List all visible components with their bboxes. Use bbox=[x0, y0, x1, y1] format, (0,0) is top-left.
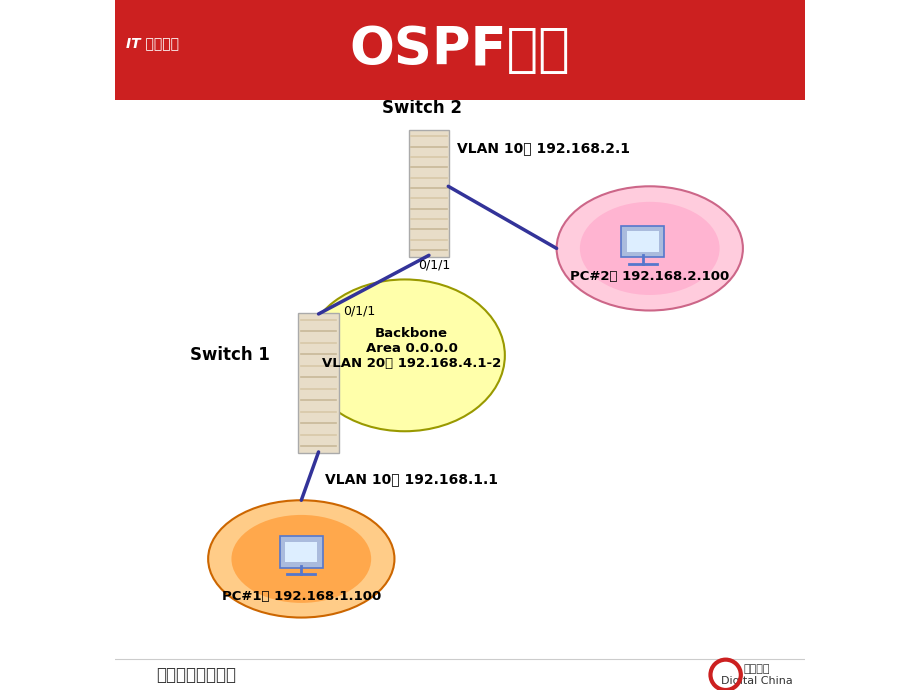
Text: Backbone
Area 0.0.0.0
VLAN 20： 192.168.4.1-2: Backbone Area 0.0.0.0 VLAN 20： 192.168.4… bbox=[322, 327, 501, 370]
Text: 0/1/1: 0/1/1 bbox=[418, 259, 450, 272]
FancyBboxPatch shape bbox=[279, 536, 323, 568]
Text: IT 服务中国: IT 服务中国 bbox=[126, 36, 179, 50]
Text: PC#1： 192.168.1.100: PC#1： 192.168.1.100 bbox=[221, 591, 380, 603]
Ellipse shape bbox=[208, 500, 394, 618]
Text: VLAN 10： 192.168.2.1: VLAN 10： 192.168.2.1 bbox=[456, 141, 629, 155]
Text: VLAN 10： 192.168.1.1: VLAN 10： 192.168.1.1 bbox=[325, 473, 498, 486]
Ellipse shape bbox=[304, 279, 505, 431]
FancyBboxPatch shape bbox=[408, 130, 448, 257]
Ellipse shape bbox=[556, 186, 743, 310]
FancyBboxPatch shape bbox=[621, 226, 664, 257]
FancyBboxPatch shape bbox=[298, 313, 338, 453]
Ellipse shape bbox=[579, 202, 719, 295]
Text: 神州数码
Digital China: 神州数码 Digital China bbox=[720, 664, 791, 686]
FancyBboxPatch shape bbox=[627, 231, 658, 252]
FancyBboxPatch shape bbox=[285, 542, 317, 562]
Text: 神州数码网络大学: 神州数码网络大学 bbox=[156, 666, 236, 684]
FancyBboxPatch shape bbox=[115, 100, 804, 690]
Text: Switch 1: Switch 1 bbox=[190, 346, 270, 364]
Text: OSPF实验: OSPF实验 bbox=[349, 24, 570, 76]
Text: Switch 2: Switch 2 bbox=[381, 99, 461, 117]
Text: PC#2： 192.168.2.100: PC#2： 192.168.2.100 bbox=[570, 270, 729, 282]
FancyBboxPatch shape bbox=[115, 0, 804, 100]
Ellipse shape bbox=[232, 515, 370, 603]
Text: 0/1/1: 0/1/1 bbox=[342, 304, 375, 317]
